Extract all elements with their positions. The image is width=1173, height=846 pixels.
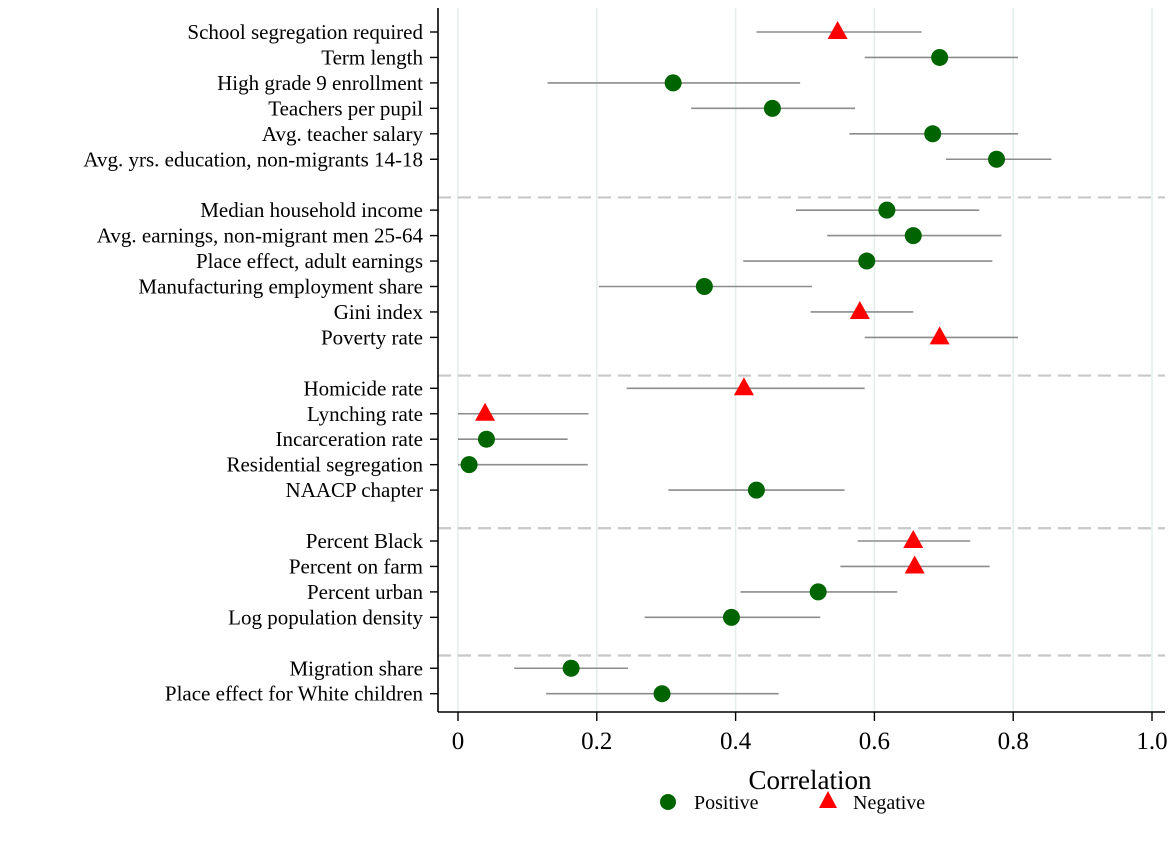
x-tick-label: 0.8 — [998, 728, 1029, 755]
positive-marker — [722, 608, 740, 626]
row-label: Median household income — [200, 198, 423, 222]
positive-marker — [664, 74, 682, 92]
positive-marker — [477, 430, 495, 448]
row-label: Place effect, adult earnings — [196, 249, 423, 273]
row-label: High grade 9 enrollment — [217, 71, 423, 95]
row-label: Homicide rate — [303, 376, 423, 400]
row-label: Poverty rate — [321, 325, 423, 349]
positive-marker — [747, 481, 765, 499]
positive-marker — [809, 583, 827, 601]
x-tick-label: 0.2 — [581, 728, 612, 755]
row-label: Migration share — [289, 656, 423, 680]
positive-marker — [695, 278, 713, 295]
point-markers — [460, 21, 1006, 703]
positive-marker — [763, 99, 781, 117]
row-label: Avg. teacher salary — [262, 122, 424, 146]
legend: Positive Negative — [660, 791, 925, 814]
legend-negative-marker — [819, 791, 837, 808]
x-tick-label: 0.6 — [859, 728, 890, 755]
axes — [437, 8, 1165, 713]
negative-marker — [929, 326, 950, 345]
row-label: Percent Black — [306, 529, 424, 553]
confidence-intervals — [458, 31, 1052, 695]
row-label: School segregation required — [187, 20, 423, 44]
legend-positive-label: Positive — [694, 792, 759, 814]
negative-marker — [903, 530, 924, 548]
negative-marker — [849, 300, 870, 319]
row-label: Term length — [321, 45, 423, 69]
row-label: Residential segregation — [226, 453, 423, 477]
row-label: Avg. earnings, non-migrant men 25-64 — [97, 224, 424, 248]
negative-marker — [904, 555, 925, 574]
positive-marker — [562, 659, 580, 677]
row-label: Place effect for White children — [165, 682, 424, 706]
row-label: Manufacturing employment share — [138, 275, 423, 299]
row-label: Lynching rate — [307, 402, 423, 426]
group-separators — [438, 196, 1165, 657]
negative-marker — [733, 377, 754, 396]
legend-negative-label: Negative — [853, 792, 925, 814]
positive-marker — [653, 685, 671, 703]
row-label: Log population density — [228, 605, 423, 629]
legend-positive-marker — [660, 794, 676, 810]
positive-marker — [924, 125, 942, 143]
x-tick-label: 1.0 — [1136, 728, 1167, 755]
x-tick-label: 0.4 — [720, 728, 752, 755]
positive-marker — [931, 48, 949, 66]
row-label: Avg. yrs. education, non-migrants 14-18 — [83, 147, 423, 171]
row-label: NAACP chapter — [286, 478, 423, 502]
x-tick-label: 0 — [452, 728, 465, 755]
row-label: Gini index — [334, 300, 424, 324]
positive-marker — [904, 227, 922, 245]
row-label: Teachers per pupil — [268, 96, 423, 120]
x-ticks: 0 0.2 0.4 0.6 0.8 1.0 — [452, 712, 1168, 755]
grid-layer — [457, 8, 1153, 712]
x-axis-title: Correlation — [749, 765, 872, 795]
negative-marker — [475, 402, 496, 421]
row-label: Percent urban — [307, 580, 424, 604]
row-label: Percent on farm — [289, 554, 423, 578]
row-label: Incarceration rate — [276, 427, 423, 451]
positive-marker — [858, 252, 876, 270]
positive-marker — [878, 201, 896, 219]
positive-marker — [988, 150, 1006, 168]
positive-marker — [460, 456, 478, 474]
negative-marker — [827, 21, 848, 39]
